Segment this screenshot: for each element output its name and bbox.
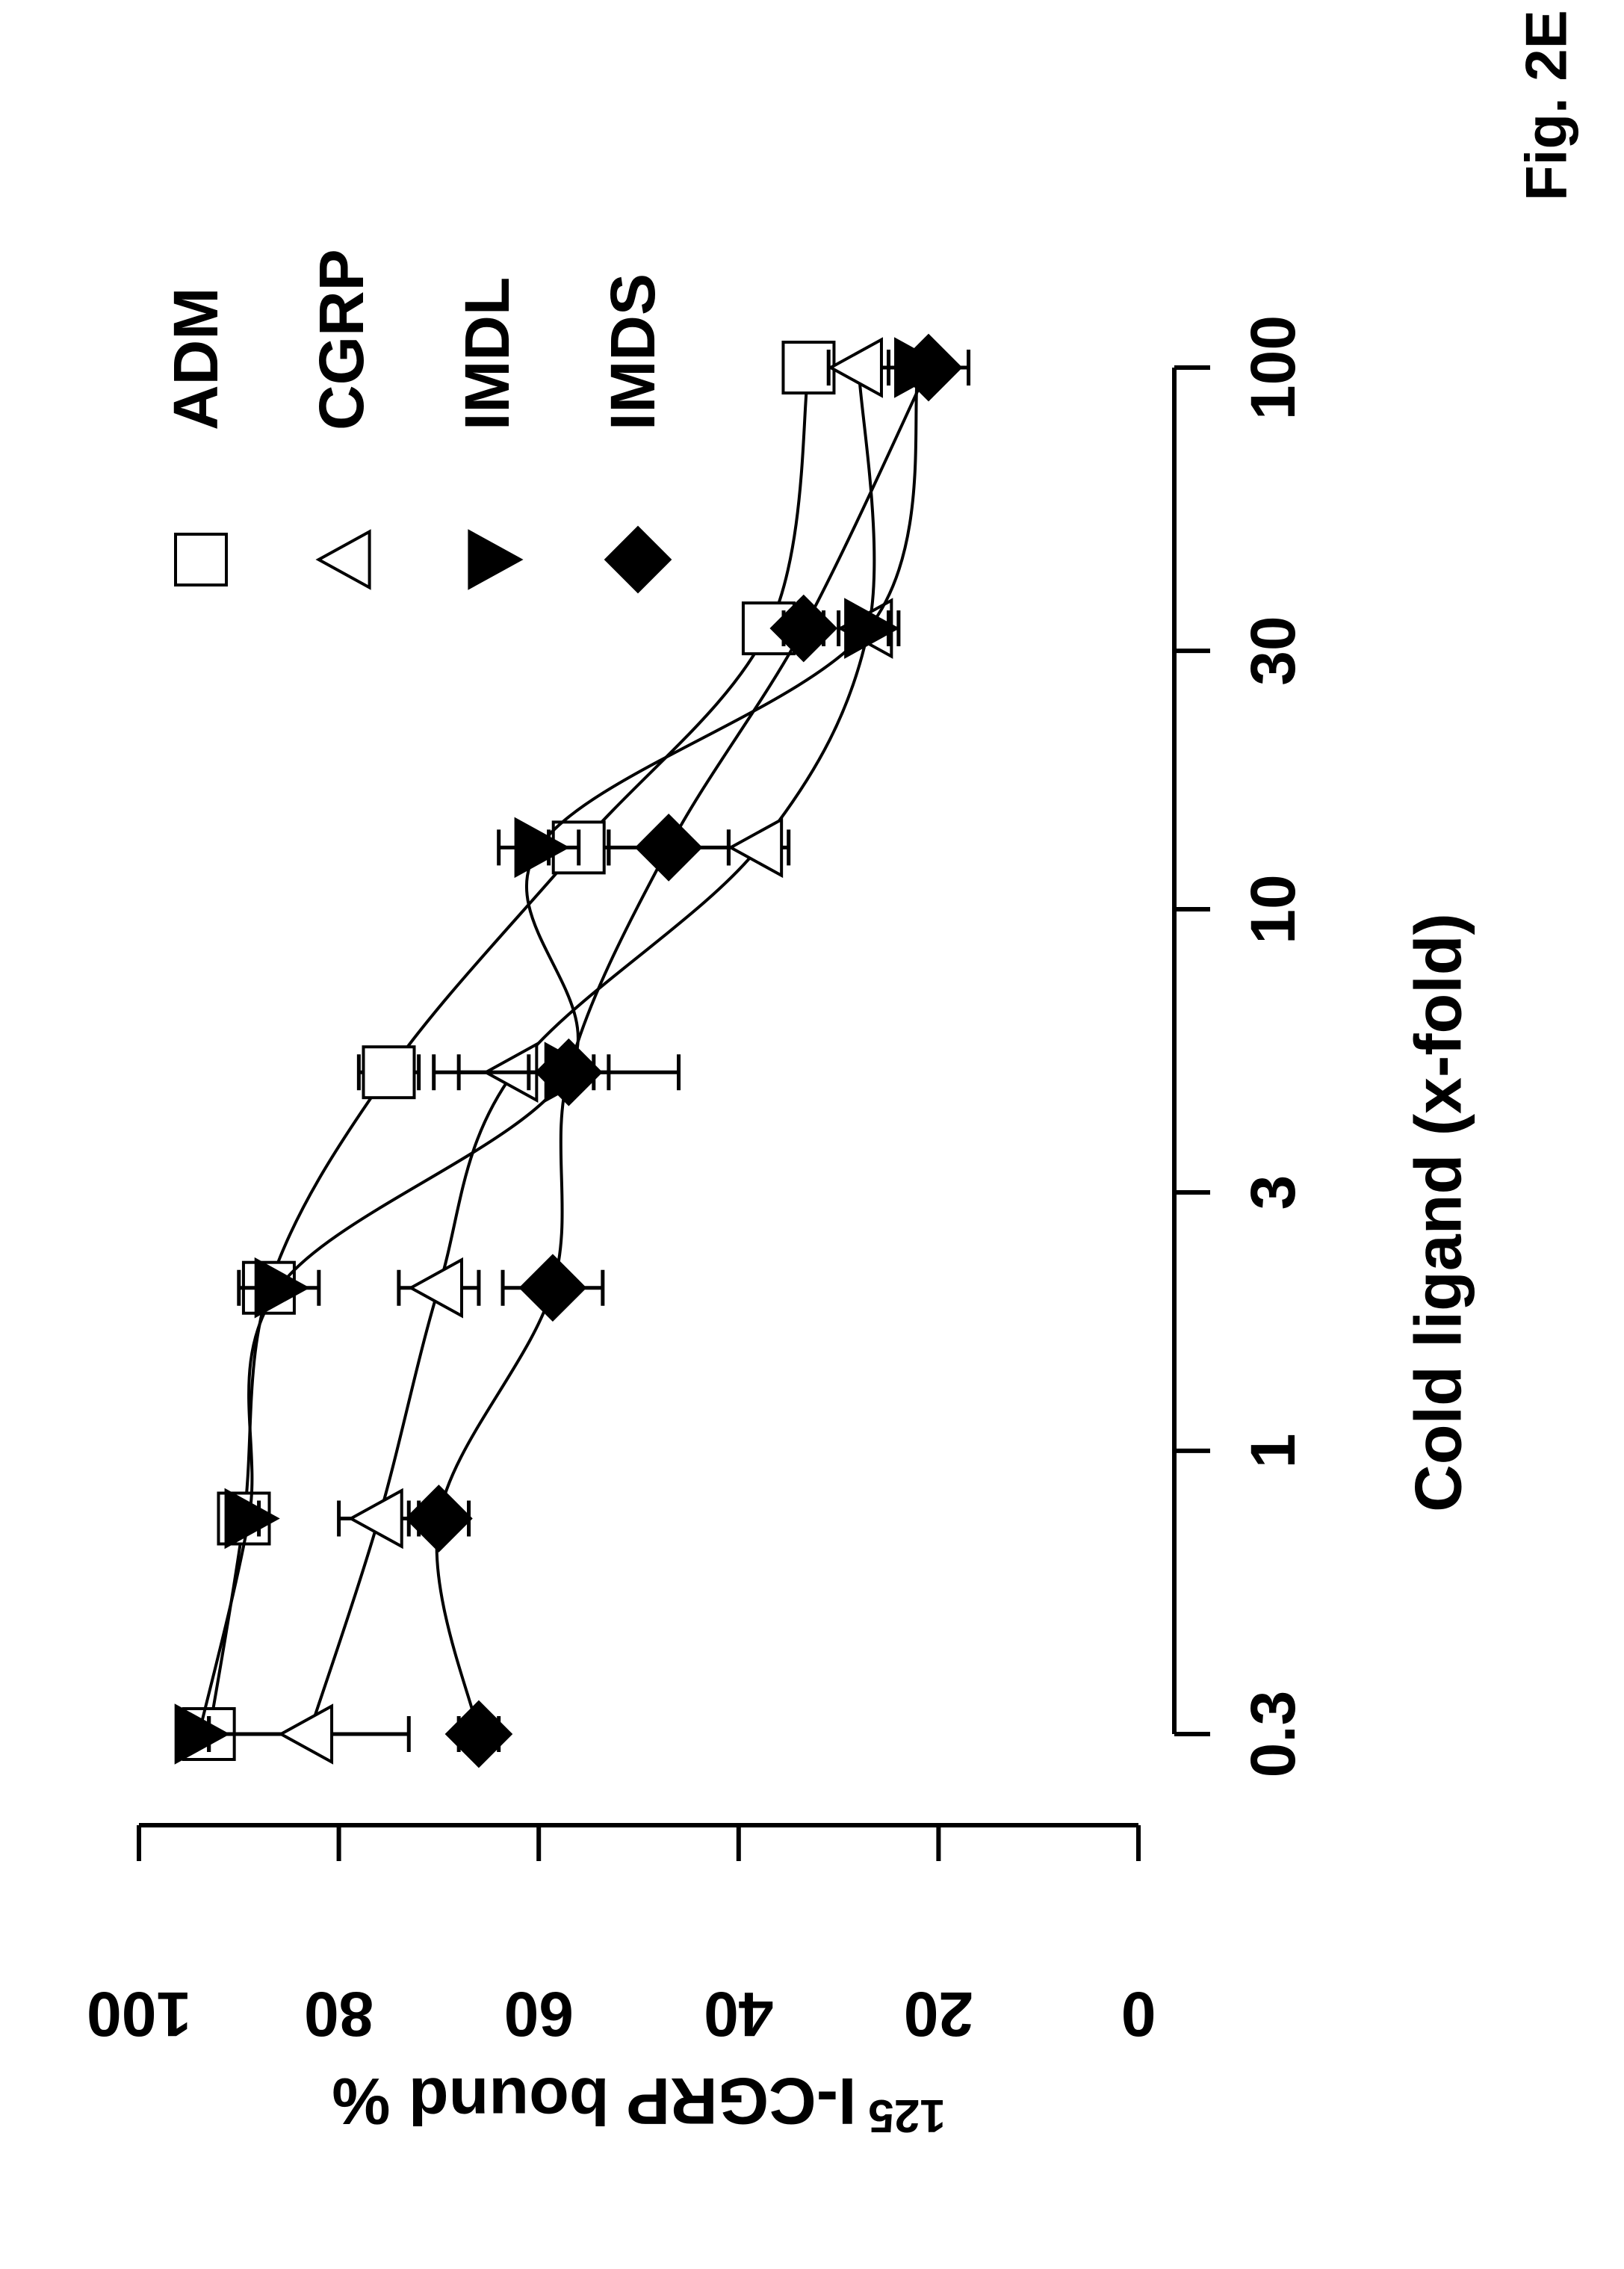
data-point	[447, 1703, 510, 1766]
data-point	[831, 340, 881, 396]
legend-marker	[319, 532, 370, 588]
y-tick-label: 40	[704, 1979, 773, 2049]
figure-label: Fig. 2E	[1513, 10, 1579, 201]
x-axis-label: Cold ligand (x-fold)	[1401, 913, 1475, 1512]
x-tick-label: 10	[1238, 874, 1308, 944]
data-point	[407, 1487, 471, 1550]
data-point	[411, 1260, 462, 1316]
fit-line	[209, 368, 809, 1734]
legend-marker	[469, 532, 520, 588]
x-tick-label: 3	[1238, 1175, 1308, 1210]
data-point	[637, 816, 701, 879]
legend-label: CGRP	[306, 249, 376, 430]
legend-label: ADM	[161, 288, 231, 430]
legend-marker	[176, 534, 226, 585]
x-tick-label: 100	[1238, 315, 1308, 420]
data-point	[783, 342, 834, 393]
y-tick-label: 0	[1121, 1979, 1156, 2049]
data-point	[281, 1706, 332, 1762]
legend-marker	[607, 528, 670, 592]
y-tick-label: 100	[87, 1979, 191, 2049]
page: {"chart_data": { "type": "scatter", "fig…	[0, 0, 1624, 2269]
y-axis-label-text: I-CGRP bound %	[332, 2064, 856, 2138]
x-tick-label: 0.3	[1238, 1691, 1308, 1778]
rotated-chart: Fig. 2E Cold ligand (x-fold) 125I-CGRP b…	[87, 10, 1579, 2140]
y-tick-label: 20	[904, 1979, 973, 2049]
fit-line	[437, 368, 929, 1734]
y-axis-label-superscript: 125	[868, 2090, 945, 2141]
chart: Fig. 2E Cold ligand (x-fold) 125I-CGRP b…	[0, 0, 1624, 2269]
legend-label: IMDL	[452, 277, 522, 430]
y-axis-label: 125I-CGRP bound %	[332, 2064, 946, 2141]
y-tick-label: 60	[503, 1979, 573, 2049]
x-tick-label: 1	[1238, 1434, 1308, 1469]
y-tick-label: 80	[304, 1979, 374, 2049]
data-point	[364, 1047, 415, 1098]
data-point	[521, 1256, 584, 1319]
x-tick-label: 30	[1238, 616, 1308, 685]
data-point	[351, 1491, 402, 1547]
data-point	[731, 820, 781, 876]
legend-label: IMDS	[598, 273, 668, 430]
